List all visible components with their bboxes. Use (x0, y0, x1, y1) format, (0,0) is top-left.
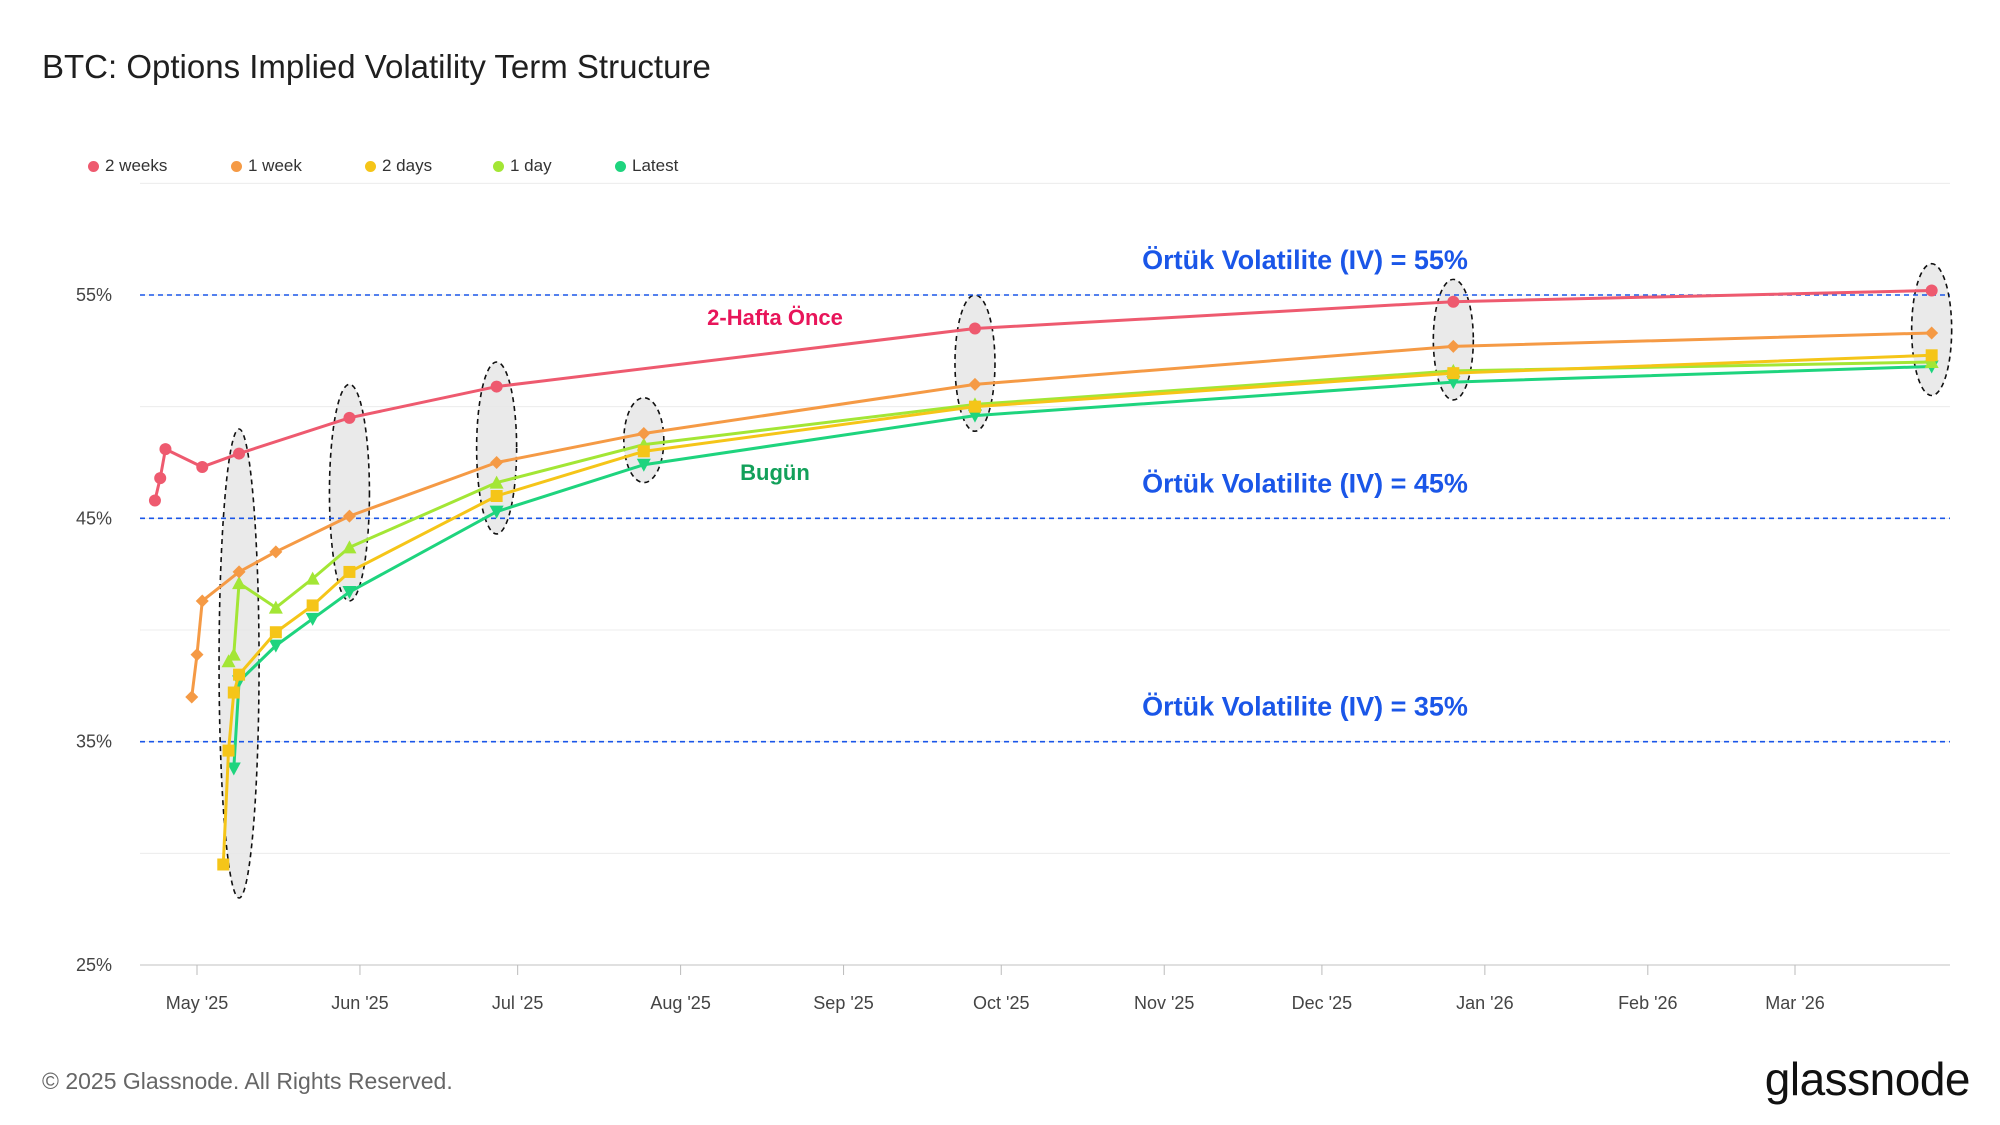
data-point (306, 599, 319, 612)
legend-color-dot (88, 160, 99, 172)
data-point (490, 380, 503, 393)
legend-item[interactable]: 1 day (493, 156, 615, 176)
series-line (190, 331, 1932, 698)
chart-annotation: Bugün (740, 460, 810, 485)
y-tick-label: 45% (76, 508, 112, 528)
x-tick-label: Jul '25 (492, 993, 543, 1013)
data-point (232, 565, 246, 579)
series-line (221, 353, 1932, 865)
x-tick-label: Jun '25 (331, 993, 388, 1013)
grid-lines (140, 182, 1950, 966)
x-tick-label: Feb '26 (1618, 993, 1677, 1013)
data-point (1446, 339, 1460, 353)
chart-annotation: 2-Hafta Önce (707, 305, 843, 330)
data-point (968, 322, 981, 335)
data-point (269, 545, 283, 559)
y-tick-label: 55% (76, 285, 112, 305)
data-point (490, 490, 503, 502)
data-point (226, 762, 241, 776)
data-point (227, 686, 240, 699)
legend-item[interactable]: 2 weeks (88, 156, 231, 176)
series-line (153, 289, 1932, 501)
data-point (185, 690, 199, 704)
legend: 2 weeks 1 week 2 days 1 day Latest (88, 156, 715, 176)
data-point (233, 668, 246, 681)
reference-line-label: Örtük Volatilite (IV) = 55% (1142, 245, 1468, 275)
data-point (222, 744, 235, 757)
data-point (268, 639, 283, 653)
data-point (233, 447, 246, 460)
data-point (343, 411, 356, 424)
data-point (226, 647, 241, 661)
data-point (637, 445, 650, 458)
reference-line-label: Örtük Volatilite (IV) = 35% (1142, 692, 1468, 722)
data-point (1447, 367, 1460, 380)
data-point (195, 594, 209, 608)
data-point (1925, 349, 1938, 362)
x-tick-label: May '25 (166, 993, 228, 1013)
data-point (968, 377, 982, 391)
legend-color-dot (493, 160, 504, 172)
chart-title: BTC: Options Implied Volatility Term Str… (42, 48, 711, 85)
data-point (968, 400, 981, 413)
data-point (159, 443, 172, 456)
data-point (342, 540, 357, 554)
legend-item[interactable]: 1 week (231, 156, 365, 176)
x-tick-label: Oct '25 (973, 993, 1029, 1013)
data-point (1925, 326, 1939, 340)
legend-color-dot (615, 160, 626, 172)
data-point (221, 654, 236, 668)
data-point (967, 409, 982, 423)
data-point (305, 571, 320, 585)
data-point (1446, 376, 1461, 390)
reference-line-label: Örtük Volatilite (IV) = 45% (1142, 468, 1468, 498)
legend-label: 1 week (248, 156, 302, 175)
data-point (342, 509, 356, 523)
x-tick-label: Jan '26 (1456, 993, 1513, 1013)
data-point (196, 460, 209, 473)
legend-item[interactable]: 2 days (365, 156, 493, 176)
data-point (217, 858, 230, 871)
series-2-days (217, 349, 1938, 871)
legend-label: Latest (632, 156, 679, 175)
data-point (636, 458, 651, 472)
data-point (1925, 284, 1938, 297)
legend-label: 1 day (510, 156, 552, 175)
x-tick-label: Dec '25 (1292, 993, 1352, 1013)
legend-label: 2 days (382, 156, 433, 175)
copyright-text: © 2025 Glassnode. All Rights Reserved. (42, 1068, 453, 1094)
data-point (1447, 295, 1460, 308)
series-1-week (185, 326, 1939, 704)
x-tick-label: Nov '25 (1134, 993, 1194, 1013)
data-point (268, 600, 283, 614)
data-point (232, 576, 247, 590)
data-point (190, 648, 204, 662)
x-tick-label: Mar '26 (1765, 993, 1824, 1013)
data-point (637, 426, 651, 440)
data-point (490, 456, 504, 469)
legend-item[interactable]: Latest (615, 156, 715, 176)
data-point (342, 586, 357, 600)
brand-logo: glassnode (1764, 1053, 1971, 1105)
x-tick-label: Aug '25 (650, 993, 711, 1013)
expiry-highlight-ellipse (475, 361, 518, 535)
expiry-highlight-ellipse (328, 383, 371, 602)
legend-color-dot (231, 160, 242, 172)
legend-color-dot (365, 160, 376, 172)
data-point (343, 565, 356, 578)
data-point (1924, 355, 1939, 368)
x-tick-label: Sep '25 (813, 993, 874, 1013)
data-point (269, 626, 282, 639)
series-line (232, 364, 1932, 769)
y-tick-label: 25% (76, 955, 112, 975)
data-point (489, 475, 504, 489)
y-tick-label: 35% (76, 732, 112, 752)
data-point (305, 612, 320, 626)
data-point (148, 494, 161, 507)
series-2-weeks (148, 284, 1938, 507)
legend-label: 2 weeks (105, 156, 168, 175)
data-point (489, 505, 504, 519)
data-point (154, 472, 167, 485)
